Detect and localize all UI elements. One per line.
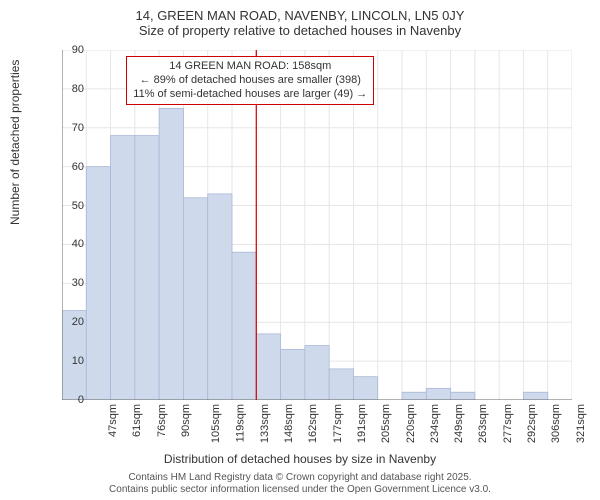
histogram-bar [329, 369, 353, 400]
histogram-bar [86, 167, 110, 400]
histogram-bar [353, 377, 377, 400]
histogram-bar [402, 392, 426, 400]
y-tick-label: 50 [54, 200, 84, 212]
histogram-bar [256, 334, 280, 400]
x-tick-label: 119sqm [234, 404, 246, 442]
marker-annotation: 14 GREEN MAN ROAD: 158sqm← 89% of detach… [126, 56, 374, 105]
x-tick-label: 234sqm [429, 404, 441, 443]
y-tick-label: 30 [54, 277, 84, 289]
y-tick-label: 10 [54, 355, 84, 367]
histogram-bar [281, 349, 305, 400]
x-tick-label: 162sqm [308, 404, 320, 443]
x-tick-label: 61sqm [131, 404, 143, 437]
title-line2: Size of property relative to detached ho… [0, 23, 600, 38]
histogram-bar [523, 392, 547, 400]
y-tick-label: 80 [54, 83, 84, 95]
histogram-bar [305, 346, 329, 400]
x-tick-label: 90sqm [180, 404, 192, 437]
footer: Contains HM Land Registry data © Crown c… [0, 472, 600, 496]
y-axis-label: Number of detached properties [8, 60, 22, 225]
title-block: 14, GREEN MAN ROAD, NAVENBY, LINCOLN, LN… [0, 0, 600, 38]
histogram-bar [111, 136, 135, 400]
histogram-bar [135, 136, 159, 400]
x-tick-label: 277sqm [502, 404, 514, 443]
y-tick-label: 70 [54, 122, 84, 134]
x-tick-label: 321sqm [575, 404, 587, 443]
x-tick-label: 220sqm [405, 404, 417, 443]
histogram-bar [451, 392, 475, 400]
x-tick-label: 76sqm [156, 404, 168, 437]
y-tick-label: 0 [54, 394, 84, 406]
x-tick-label: 148sqm [283, 404, 295, 443]
histogram-bar [208, 194, 232, 400]
histogram-bar [159, 108, 183, 400]
title-line1: 14, GREEN MAN ROAD, NAVENBY, LINCOLN, LN… [0, 8, 600, 23]
histogram-bar [232, 252, 256, 400]
x-tick-label: 263sqm [478, 404, 490, 443]
footer-line1: Contains HM Land Registry data © Crown c… [0, 472, 600, 484]
x-tick-label: 133sqm [259, 404, 271, 443]
x-tick-label: 205sqm [380, 404, 392, 443]
x-axis-label: Distribution of detached houses by size … [0, 452, 600, 466]
x-tick-label: 191sqm [356, 404, 368, 443]
y-tick-label: 90 [54, 44, 84, 56]
y-tick-label: 60 [54, 161, 84, 173]
annotation-line: ← 89% of detached houses are smaller (39… [133, 74, 367, 88]
x-tick-label: 105sqm [210, 404, 222, 443]
y-tick-label: 40 [54, 238, 84, 250]
footer-line2: Contains public sector information licen… [0, 484, 600, 496]
annotation-line: 11% of semi-detached houses are larger (… [133, 88, 367, 102]
x-tick-label: 249sqm [453, 404, 465, 443]
y-tick-label: 20 [54, 316, 84, 328]
histogram-bar [183, 198, 207, 400]
chart-container: 14, GREEN MAN ROAD, NAVENBY, LINCOLN, LN… [0, 0, 600, 500]
annotation-line: 14 GREEN MAN ROAD: 158sqm [133, 60, 367, 74]
x-tick-label: 177sqm [332, 404, 344, 443]
x-tick-label: 306sqm [550, 404, 562, 443]
x-tick-label: 292sqm [526, 404, 538, 443]
x-tick-label: 47sqm [107, 404, 119, 437]
histogram-bar [426, 388, 450, 400]
